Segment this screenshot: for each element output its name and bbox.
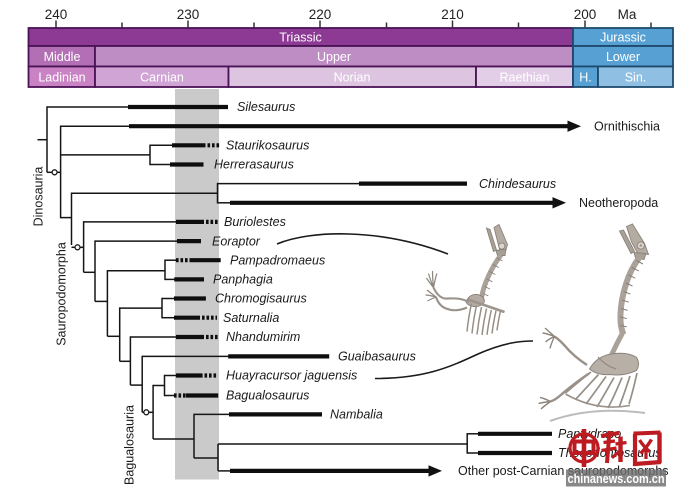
svg-text:Triassic: Triassic xyxy=(279,31,322,45)
svg-text:Dinosauria: Dinosauria xyxy=(32,167,46,227)
svg-text:Herrerasaurus: Herrerasaurus xyxy=(214,158,294,172)
svg-text:220: 220 xyxy=(309,7,332,22)
svg-text:Silesaurus: Silesaurus xyxy=(237,100,295,114)
svg-text:Saturnalia: Saturnalia xyxy=(223,311,279,325)
svg-text:Ladinian: Ladinian xyxy=(38,71,85,85)
svg-text:Lower: Lower xyxy=(606,50,640,64)
svg-text:chinanews.com.cn: chinanews.com.cn xyxy=(568,471,665,486)
svg-text:H.: H. xyxy=(579,71,592,85)
svg-text:Middle: Middle xyxy=(44,50,81,64)
svg-text:200: 200 xyxy=(574,7,597,22)
svg-text:Carnian: Carnian xyxy=(140,71,184,85)
svg-text:Guaibasaurus: Guaibasaurus xyxy=(338,350,416,364)
svg-text:Eoraptor: Eoraptor xyxy=(212,234,261,248)
svg-text:Bagualosaurus: Bagualosaurus xyxy=(226,389,309,403)
svg-text:Buriolestes: Buriolestes xyxy=(224,215,286,229)
svg-text:Neotheropoda: Neotheropoda xyxy=(579,196,658,210)
svg-text:Sauropodomorpha: Sauropodomorpha xyxy=(55,242,69,346)
svg-text:Huayracursor jaguensis: Huayracursor jaguensis xyxy=(226,369,357,383)
svg-text:Pampadromaeus: Pampadromaeus xyxy=(230,253,325,267)
svg-text:230: 230 xyxy=(177,7,200,22)
svg-text:210: 210 xyxy=(441,7,464,22)
svg-text:Norian: Norian xyxy=(334,71,371,85)
svg-text:Nambalia: Nambalia xyxy=(330,408,383,422)
svg-text:Ma: Ma xyxy=(618,7,637,22)
svg-text:Ornithischia: Ornithischia xyxy=(594,119,660,133)
svg-text:Bagualosauria: Bagualosauria xyxy=(123,405,137,485)
svg-text:Jurassic: Jurassic xyxy=(600,31,646,45)
svg-text:Chindesaurus: Chindesaurus xyxy=(479,177,556,191)
svg-text:Upper: Upper xyxy=(317,50,351,64)
svg-text:Chromogisaurus: Chromogisaurus xyxy=(215,292,307,306)
svg-text:Sin.: Sin. xyxy=(625,71,647,85)
svg-text:Staurikosaurus: Staurikosaurus xyxy=(226,139,309,153)
svg-text:Panphagia: Panphagia xyxy=(213,273,273,287)
svg-text:Raethian: Raethian xyxy=(499,71,549,85)
svg-text:Nhandumirim: Nhandumirim xyxy=(226,330,300,344)
svg-text:240: 240 xyxy=(45,7,68,22)
